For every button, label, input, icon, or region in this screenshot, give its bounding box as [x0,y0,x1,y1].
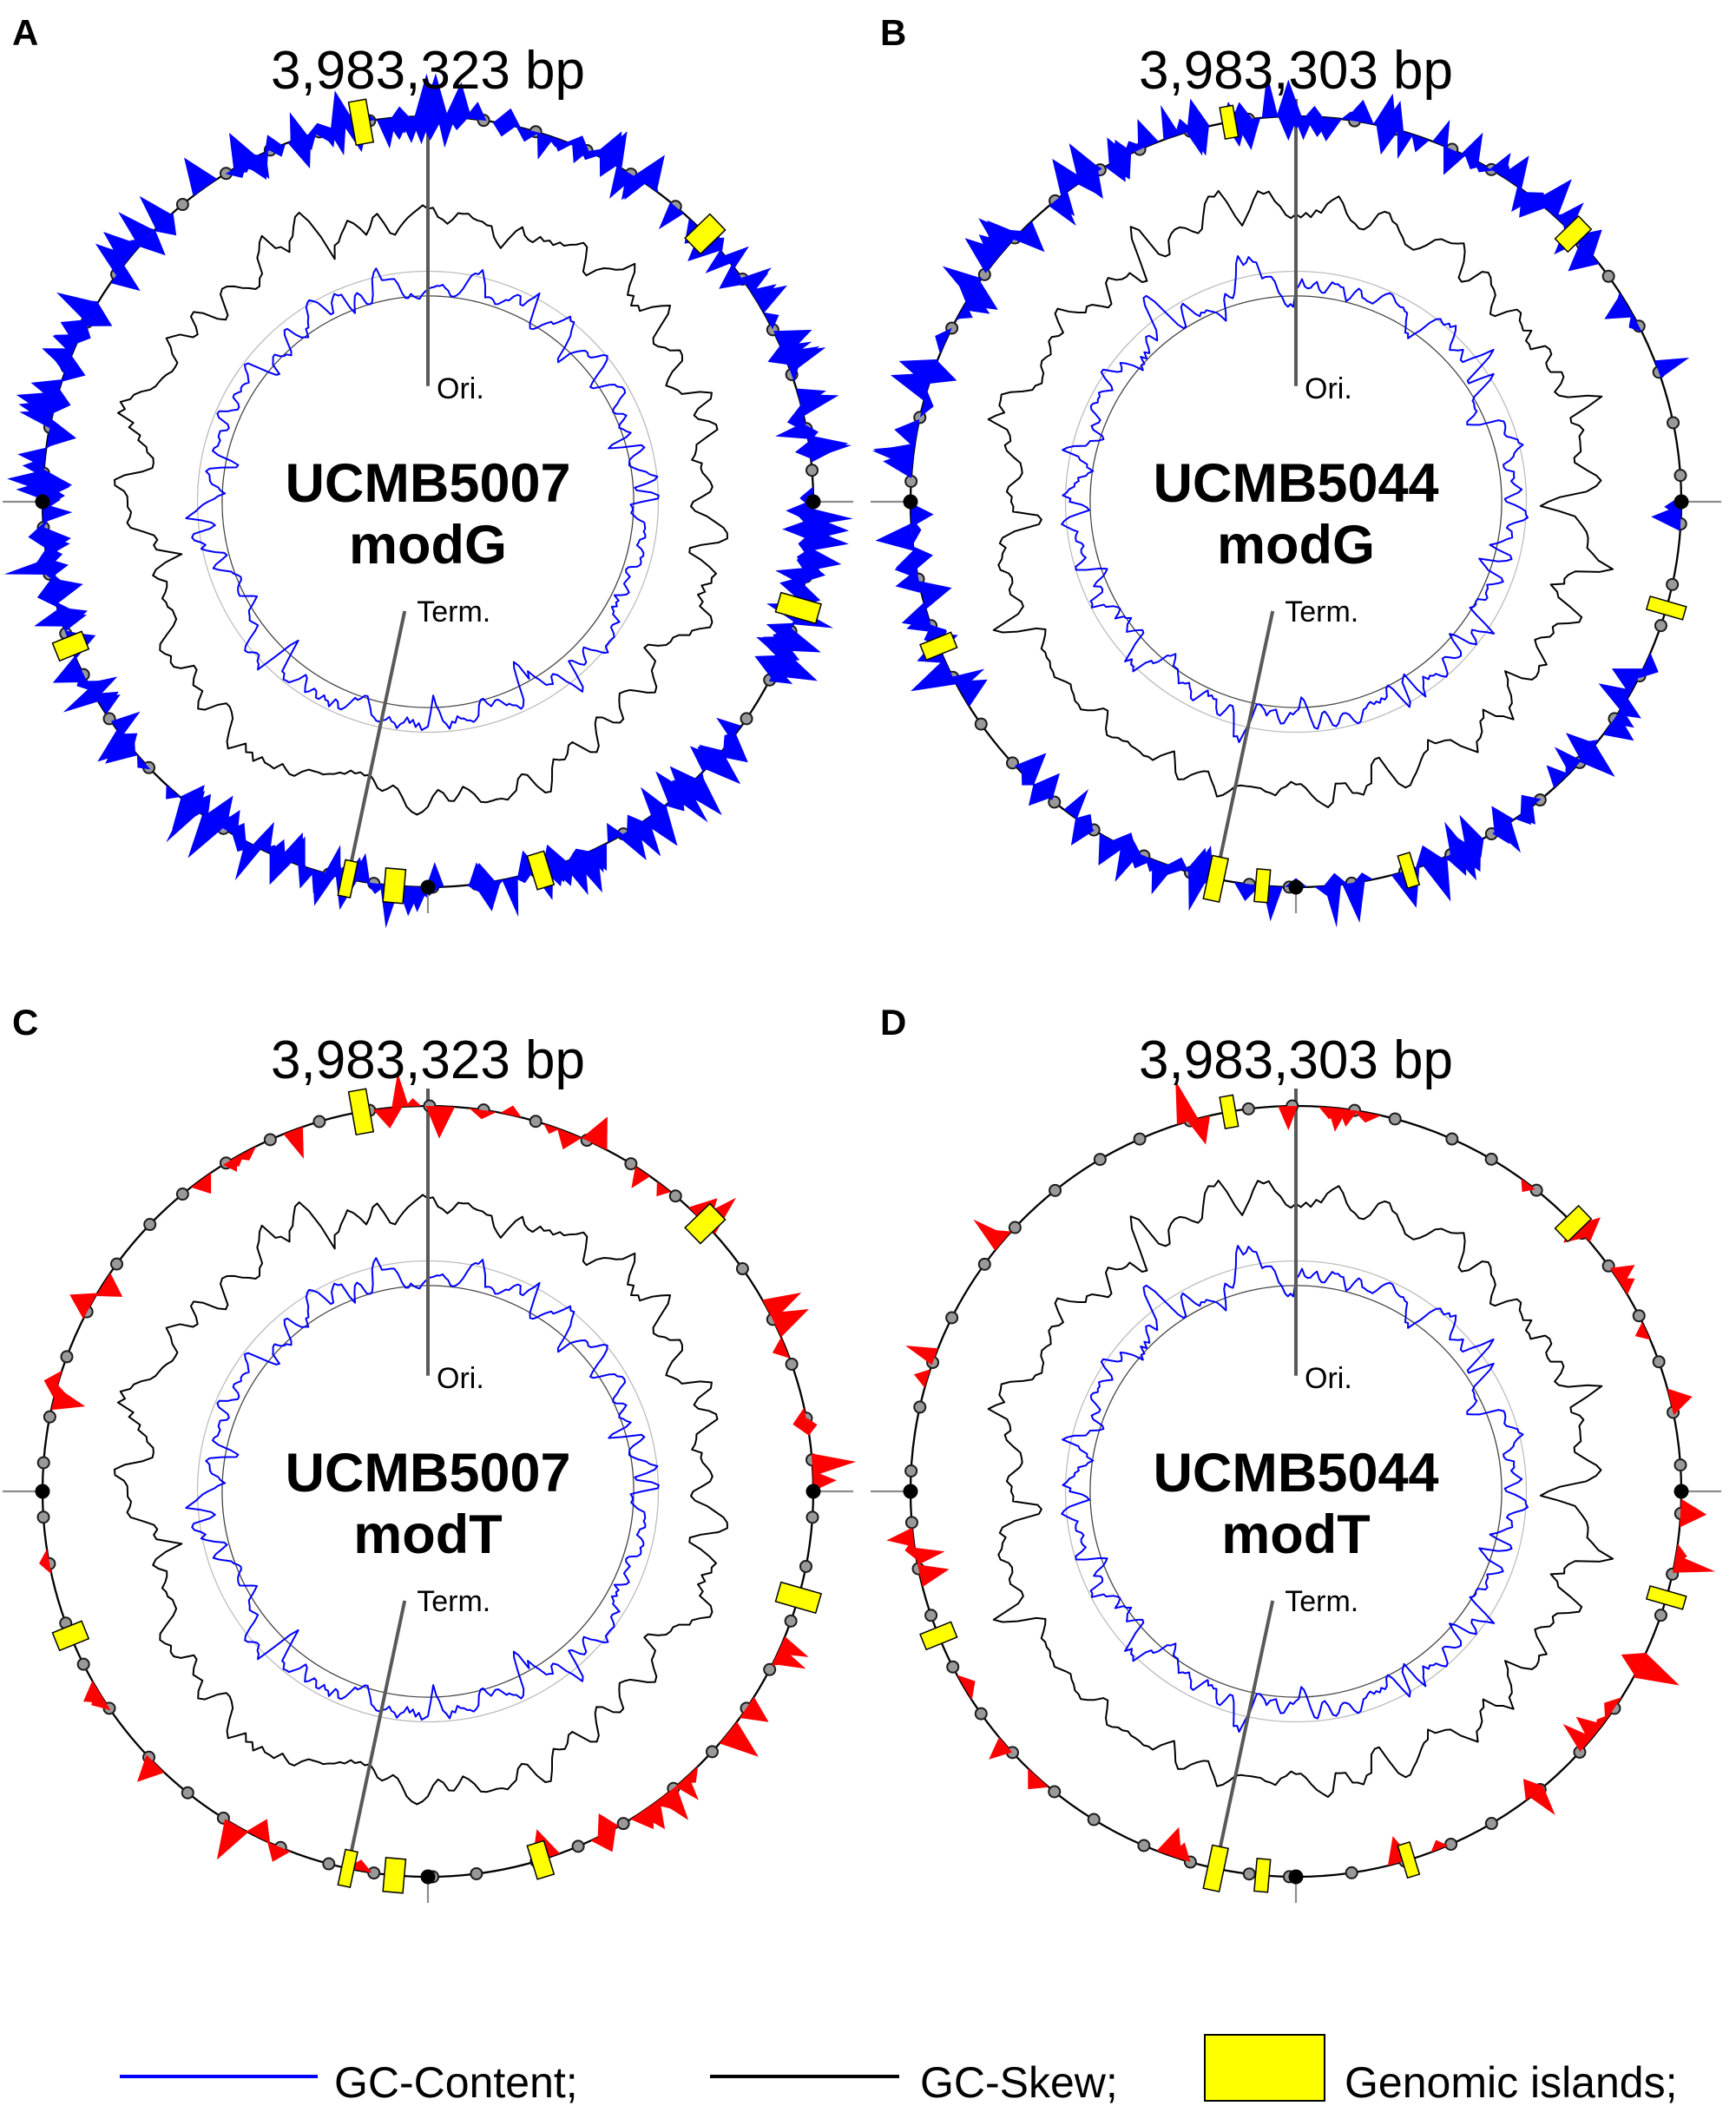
svg-text:GC-Content;: GC-Content; [334,2058,578,2107]
svg-text:D: D [880,1002,906,1043]
svg-text:Term.: Term. [417,596,490,628]
svg-text:Genomic islands;: Genomic islands; [1345,2058,1678,2107]
svg-text:3,983,303 bp: 3,983,303 bp [1139,41,1453,101]
svg-text:modG: modG [1217,515,1375,576]
svg-text:UCMB5044: UCMB5044 [1153,453,1438,514]
svg-text:3,983,323 bp: 3,983,323 bp [271,41,585,101]
svg-text:modT: modT [1221,1504,1370,1565]
svg-text:3,983,303 bp: 3,983,303 bp [1139,1030,1453,1090]
svg-text:A: A [12,12,38,53]
svg-text:Term.: Term. [1285,596,1358,628]
svg-text:UCMB5044: UCMB5044 [1153,1443,1438,1504]
svg-text:modG: modG [349,515,507,576]
svg-text:UCMB5007: UCMB5007 [285,1443,570,1504]
svg-text:modT: modT [353,1504,502,1565]
svg-text:Ori.: Ori. [1305,1362,1352,1395]
svg-text:C: C [12,1002,38,1043]
svg-text:B: B [880,12,906,53]
svg-text:3,983,323 bp: 3,983,323 bp [271,1030,585,1090]
svg-text:GC-Skew;: GC-Skew; [920,2058,1118,2107]
svg-text:Term.: Term. [1285,1585,1358,1618]
svg-text:Ori.: Ori. [437,372,484,405]
svg-text:Term.: Term. [417,1585,490,1618]
svg-text:Ori.: Ori. [437,1362,484,1395]
svg-text:UCMB5007: UCMB5007 [285,453,570,514]
svg-text:Ori.: Ori. [1305,372,1352,405]
